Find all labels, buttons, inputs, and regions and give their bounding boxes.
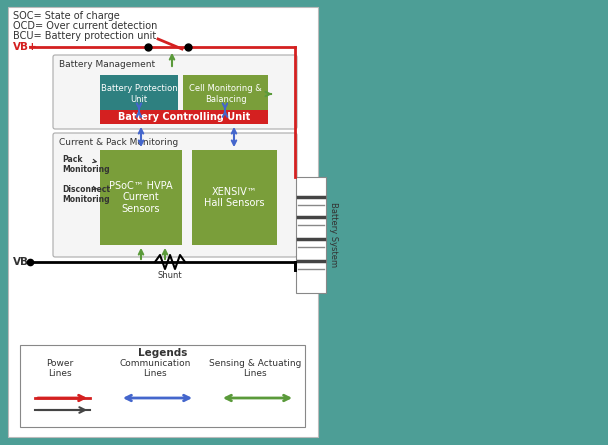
Text: Pack
Monitoring: Pack Monitoring [62,155,109,174]
Text: VB+: VB+ [13,42,38,52]
FancyBboxPatch shape [53,133,297,257]
FancyBboxPatch shape [8,7,318,437]
FancyBboxPatch shape [53,55,297,129]
Text: BCU= Battery protection unit: BCU= Battery protection unit [13,31,156,41]
Text: OCD= Over current detection: OCD= Over current detection [13,21,157,31]
FancyBboxPatch shape [183,75,268,113]
Text: Battery Controlling Unit: Battery Controlling Unit [118,112,250,121]
Text: Disconnect
Monitoring: Disconnect Monitoring [62,185,110,204]
Text: Battery Protection
Unit: Battery Protection Unit [101,84,178,104]
Text: XENSIV™
Hall Sensors: XENSIV™ Hall Sensors [204,187,264,208]
FancyBboxPatch shape [100,150,182,245]
Text: Sensing & Actuating
Lines: Sensing & Actuating Lines [209,359,301,378]
Text: Legends: Legends [138,348,187,358]
Text: Cell Monitoring &
Balancing: Cell Monitoring & Balancing [189,84,262,104]
Text: Communication
Lines: Communication Lines [119,359,191,378]
FancyBboxPatch shape [100,110,268,124]
Text: SOC= State of charge: SOC= State of charge [13,11,120,21]
Text: Battery System: Battery System [329,202,338,267]
FancyBboxPatch shape [100,75,178,113]
Text: VB-: VB- [13,257,33,267]
Text: Battery Management: Battery Management [59,60,155,69]
Text: Shunt: Shunt [157,271,182,280]
Text: PSoC™ HVPA
Current
Sensors: PSoC™ HVPA Current Sensors [109,181,173,214]
FancyBboxPatch shape [192,150,277,245]
Text: Current & Pack Monitoring: Current & Pack Monitoring [59,138,178,147]
FancyBboxPatch shape [20,345,305,427]
FancyBboxPatch shape [296,177,326,293]
Text: Power
Lines: Power Lines [46,359,74,378]
